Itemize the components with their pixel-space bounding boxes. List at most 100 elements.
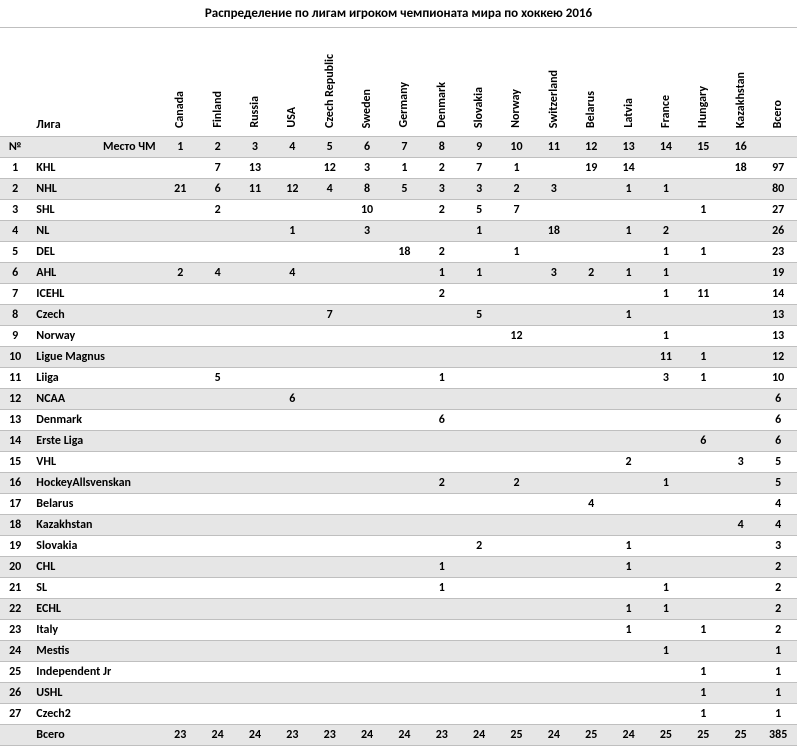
value-cell [685,473,722,494]
value-cell [685,557,722,578]
value-cell: 3 [348,158,385,179]
value-cell: 12 [311,158,348,179]
value-cell [573,473,610,494]
value-cell [685,494,722,515]
value-cell [386,347,423,368]
row-total: 1 [759,641,797,662]
header-league: Лига [30,28,161,137]
total-cell: 24 [460,725,497,746]
value-cell [685,578,722,599]
table-row: 25Independent Jr11 [0,662,797,683]
value-cell: 7 [498,200,535,221]
row-num: 10 [0,347,30,368]
value-cell [199,578,236,599]
league-name: Italy [30,620,161,641]
table-row: 6AHL24411321119 [0,263,797,284]
value-cell: 1 [423,557,460,578]
header-country: Germany [386,28,423,137]
value-cell [535,599,572,620]
value-cell: 1 [647,473,684,494]
value-cell [199,305,236,326]
value-cell [236,431,273,452]
value-cell [423,347,460,368]
value-cell [386,263,423,284]
value-cell [386,599,423,620]
value-cell [386,389,423,410]
header-total: Всего [759,28,797,137]
row-num: 26 [0,683,30,704]
value-cell: 1 [647,179,684,200]
value-cell [573,683,610,704]
value-cell [274,641,311,662]
value-cell [722,662,759,683]
header-row: Лига Canada Finland Russia USA Czech Rep… [0,28,797,137]
total-cell: 25 [573,725,610,746]
header-country: Kazakhstan [722,28,759,137]
value-cell [236,557,273,578]
value-cell: 2 [423,473,460,494]
value-cell [199,641,236,662]
table-row: 2NHL216111248533231180 [0,179,797,200]
league-name: SHL [30,200,161,221]
value-cell: 19 [573,158,610,179]
value-cell [460,242,497,263]
league-name: ICEHL [30,284,161,305]
value-cell [685,599,722,620]
row-total: 2 [759,620,797,641]
value-cell [348,620,385,641]
value-cell [610,347,647,368]
league-name: ECHL [30,599,161,620]
value-cell: 13 [236,158,273,179]
rank-cell: 10 [498,137,535,158]
value-cell [274,242,311,263]
value-cell: 1 [685,368,722,389]
value-cell [236,704,273,725]
value-cell [348,473,385,494]
value-cell [535,473,572,494]
value-cell [573,515,610,536]
table-row: 12NCAA66 [0,389,797,410]
value-cell [423,221,460,242]
league-name: Ligue Magnus [30,347,161,368]
value-cell [573,431,610,452]
value-cell [236,578,273,599]
value-cell [535,494,572,515]
value-cell: 1 [498,158,535,179]
value-cell [647,557,684,578]
value-cell [162,221,199,242]
value-cell [498,410,535,431]
value-cell [535,620,572,641]
title-row: Распределение по лигам игроком чемпионат… [0,0,797,28]
header-country: Russia [236,28,273,137]
row-num: 9 [0,326,30,347]
value-cell [722,473,759,494]
value-cell [274,536,311,557]
value-cell [460,473,497,494]
table-row: 17Belarus44 [0,494,797,515]
value-cell: 6 [685,431,722,452]
value-cell: 1 [274,221,311,242]
value-cell: 2 [423,200,460,221]
value-cell: 5 [199,368,236,389]
value-cell: 1 [386,158,423,179]
value-cell [535,578,572,599]
value-cell [647,494,684,515]
league-name: Mestis [30,641,161,662]
value-cell [274,284,311,305]
value-cell: 1 [685,662,722,683]
row-total: 2 [759,557,797,578]
value-cell [722,620,759,641]
row-total: 27 [759,200,797,221]
value-cell [386,431,423,452]
value-cell [573,410,610,431]
row-num: 4 [0,221,30,242]
value-cell: 2 [162,263,199,284]
value-cell [535,368,572,389]
value-cell [199,326,236,347]
value-cell [348,662,385,683]
value-cell [162,641,199,662]
value-cell: 11 [236,179,273,200]
value-cell [647,704,684,725]
row-num: 25 [0,662,30,683]
value-cell [311,536,348,557]
